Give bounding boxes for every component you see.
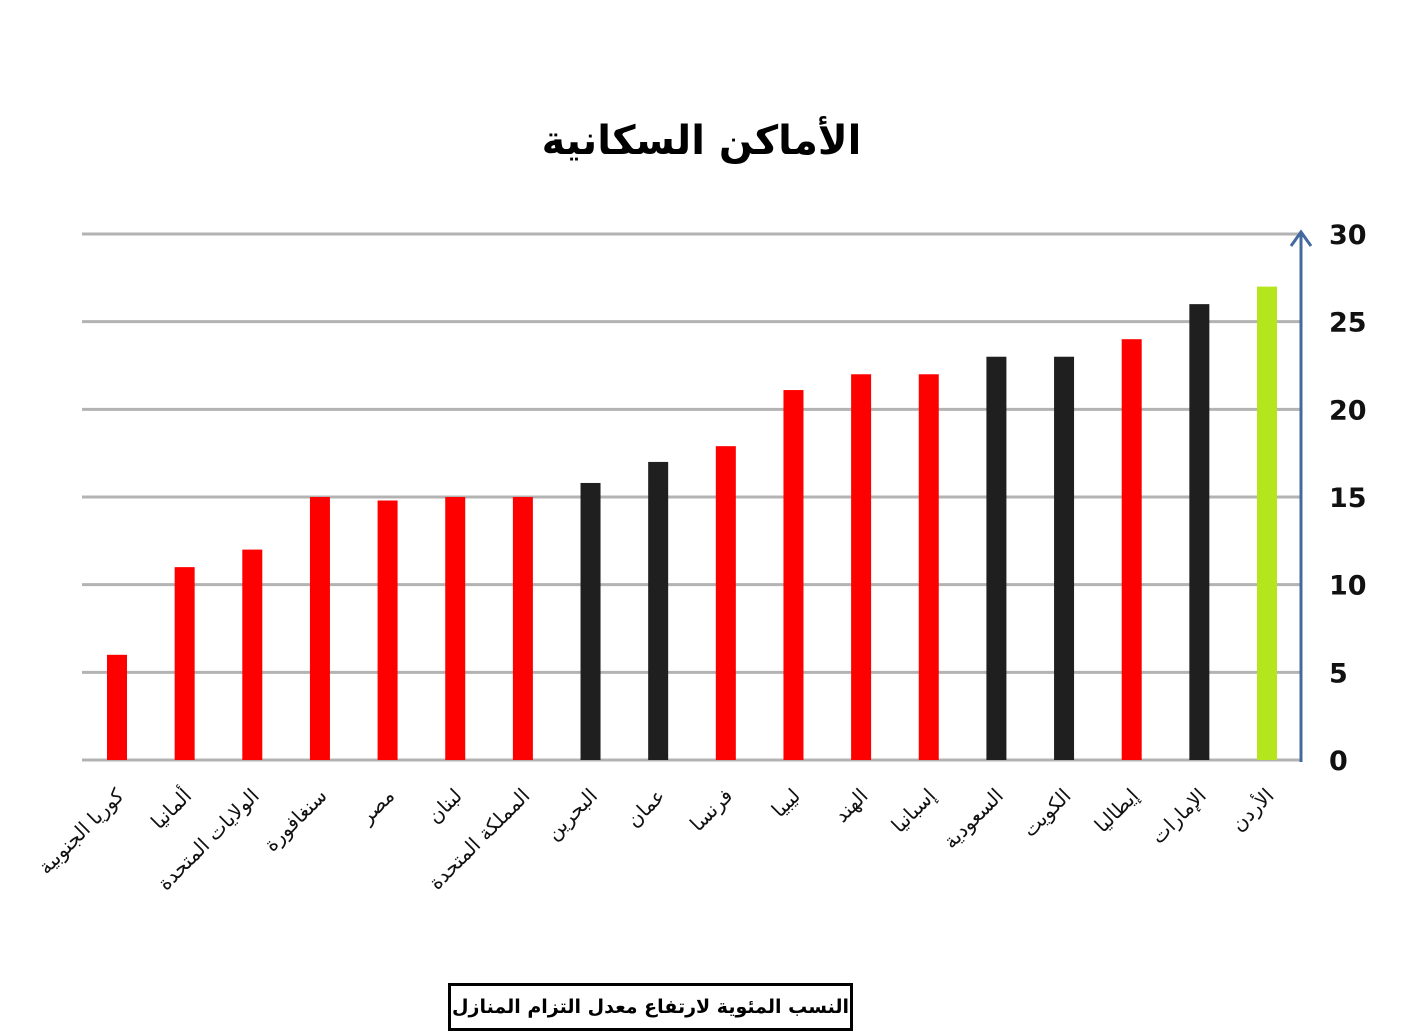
x-category-label: سنغافورة xyxy=(259,784,332,857)
bar xyxy=(377,500,398,760)
x-category-label: الكويت xyxy=(1017,784,1075,842)
bar xyxy=(783,390,804,760)
bar xyxy=(580,482,601,760)
y-tick-label: 20 xyxy=(1329,395,1367,426)
chart-note: النسب المئوية لارتفاع معدل التزام المناز… xyxy=(448,983,853,1031)
x-category-label: إسبانيا xyxy=(886,784,941,839)
bar xyxy=(309,497,330,760)
bar xyxy=(445,497,466,760)
bar xyxy=(1121,339,1142,760)
bar xyxy=(715,446,736,760)
y-axis-arrow xyxy=(1289,229,1313,247)
bar xyxy=(174,567,195,760)
x-category-label: إيطاليا xyxy=(1090,784,1144,838)
bar xyxy=(242,549,263,760)
bar xyxy=(512,497,533,760)
x-category-label: الأردن xyxy=(1226,784,1278,836)
x-category-label: لبنان xyxy=(422,784,467,829)
x-category-label: الإمارات xyxy=(1146,784,1211,849)
chart-title: الأماكن السكانية xyxy=(541,118,862,164)
y-tick-label: 10 xyxy=(1329,571,1367,602)
bar xyxy=(648,461,669,760)
x-category-label: ألمانيا xyxy=(145,783,196,834)
y-tick-label: 15 xyxy=(1329,483,1367,514)
bar xyxy=(1257,286,1277,760)
y-tick-label: 25 xyxy=(1329,308,1367,339)
x-category-label: مصر xyxy=(354,784,399,829)
bar xyxy=(1054,356,1075,760)
y-tick-label: 30 xyxy=(1329,220,1367,251)
y-tick-label: 5 xyxy=(1329,658,1348,689)
bar xyxy=(851,374,872,760)
x-category-label: ليبيا xyxy=(767,784,805,822)
bar xyxy=(986,356,1007,760)
x-category-label: البحرين xyxy=(541,784,602,845)
x-category-label: عمان xyxy=(621,784,669,832)
x-category-label: كوريا الجنوبية xyxy=(33,783,129,879)
x-category-label: الهند xyxy=(829,784,872,827)
x-category-label: السعودية xyxy=(938,784,1008,854)
x-category-label: فرنسا xyxy=(685,784,737,836)
y-tick-label: 0 xyxy=(1329,746,1348,777)
bar xyxy=(918,374,939,760)
bar xyxy=(1189,304,1210,760)
bar xyxy=(107,654,127,760)
